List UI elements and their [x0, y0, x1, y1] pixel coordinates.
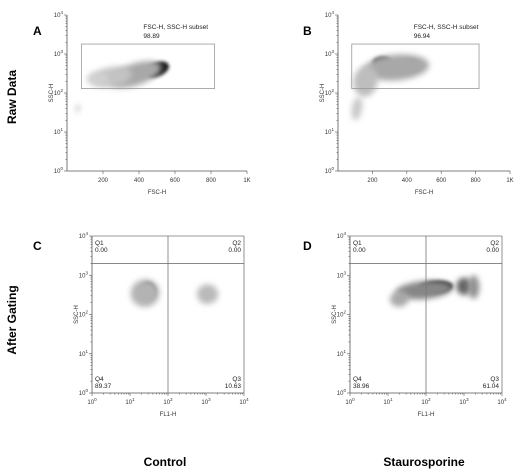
gate-rectangle	[81, 43, 215, 89]
y-axis-title: SSC-H	[332, 305, 338, 324]
gate-label: FSC-H, SSC-H subset	[414, 24, 479, 31]
x-tick-label: 1K	[243, 178, 250, 184]
quadrant-percentage: 38.96	[353, 383, 370, 390]
density-blob-4	[75, 104, 81, 113]
quadrant-percentage: 89.37	[95, 383, 112, 390]
quadrant-name: Q3	[490, 376, 499, 383]
density-blob-2	[363, 54, 430, 81]
quadrant-percentage: 61.04	[483, 383, 500, 390]
density-blob-4	[468, 275, 480, 299]
y-tick-label: 100	[79, 388, 89, 397]
x-tick-label: 104	[239, 397, 249, 406]
x-axis-title: FSC-H	[148, 190, 166, 196]
quadrant-percentage: 0.00	[353, 247, 366, 254]
y-tick-label: 104	[325, 10, 335, 19]
x-tick-label: 102	[163, 397, 173, 406]
y-tick-label: 104	[79, 231, 89, 240]
row-label-after-gating: After Gating	[5, 285, 19, 354]
quadrant-name: Q1	[95, 240, 104, 247]
density-blob-1	[395, 280, 453, 300]
quadrant-percentage: 10.63	[225, 383, 242, 390]
density-blob-3	[389, 290, 409, 307]
panel-letter: C	[33, 239, 42, 253]
column-label-staurosporine: Staurosporine	[383, 455, 465, 469]
panel-letter: A	[33, 24, 42, 38]
y-axis-title: SSC-H	[320, 84, 326, 103]
density-blob-3	[353, 65, 378, 97]
x-axis-title: FL1-H	[160, 412, 177, 418]
y-tick-label: 101	[337, 349, 347, 358]
density-plot	[75, 61, 169, 113]
panel-letter: D	[303, 239, 312, 253]
quadrant-name: Q4	[353, 376, 362, 383]
quadrant-name: Q2	[490, 240, 499, 247]
gate-percentage: 96.94	[414, 33, 431, 40]
x-axis-title: FL1-H	[418, 412, 435, 418]
quadrant-percentage: 0.00	[486, 247, 499, 254]
x-tick-label: 101	[125, 397, 135, 406]
x-tick-label: 400	[134, 178, 145, 184]
panel-a: 100 101 102 103 104 200 400 600 800 1K FSC-H SSC-H A…	[33, 10, 251, 196]
panel-b: 100 101 102 103 104 200 400 600 800 1K FSC-H SSC-H B…	[303, 10, 514, 196]
x-axis-title: FSC-H	[415, 190, 433, 196]
y-axis-title: SSC-H	[49, 84, 55, 103]
density-blob-4	[351, 96, 363, 121]
y-tick-label: 102	[79, 310, 89, 319]
x-tick-label: 600	[436, 178, 447, 184]
panel-d: 100 101 102 103 104 100 101 102 103 104 FL1-H SSC-H…	[303, 231, 507, 418]
y-tick-label: 101	[79, 349, 89, 358]
density-plot	[130, 279, 219, 307]
x-tick-label: 104	[497, 397, 507, 406]
y-tick-label: 102	[325, 88, 335, 97]
x-tick-label: 1K	[506, 178, 513, 184]
x-tick-label: 600	[170, 178, 181, 184]
y-tick-label: 102	[337, 310, 347, 319]
density-blob-1	[130, 279, 160, 307]
quadrant-name: Q3	[232, 376, 241, 383]
gate-label: FSC-H, SSC-H subset	[143, 24, 208, 31]
x-tick-label: 103	[459, 397, 469, 406]
density-blob-2	[196, 284, 219, 304]
quadrant-percentage: 0.00	[228, 247, 241, 254]
column-label-control: Control	[144, 455, 187, 469]
x-tick-label: 800	[471, 178, 482, 184]
y-tick-label: 104	[337, 231, 347, 240]
y-tick-label: 102	[54, 88, 64, 97]
quadrant-name: Q2	[232, 240, 241, 247]
panel-letter: B	[303, 24, 312, 38]
density-plot	[389, 275, 480, 307]
gate-percentage: 98.89	[143, 33, 160, 40]
x-tick-label: 400	[402, 178, 413, 184]
x-tick-label: 103	[201, 397, 211, 406]
x-tick-label: 200	[367, 178, 378, 184]
x-tick-label: 100	[87, 397, 97, 406]
row-label-raw-data: Raw Data	[5, 70, 19, 124]
panel-c: 100 101 102 103 104 100 101 102 103 104 FL1-H SSC-H…	[33, 231, 249, 418]
density-blob-2	[456, 277, 472, 296]
x-tick-label: 200	[98, 178, 109, 184]
y-tick-label: 101	[325, 127, 335, 136]
y-tick-label: 103	[54, 49, 64, 58]
quadrant-name: Q4	[95, 376, 104, 383]
y-tick-label: 103	[325, 49, 335, 58]
density-blob-3	[86, 71, 109, 86]
y-tick-label: 100	[54, 166, 64, 175]
y-tick-label: 100	[325, 166, 335, 175]
y-tick-label: 103	[337, 270, 347, 279]
quadrant-name: Q1	[353, 240, 362, 247]
x-tick-label: 102	[421, 397, 431, 406]
quadrant-percentage: 0.00	[95, 247, 108, 254]
y-tick-label: 103	[79, 270, 89, 279]
y-axis-title: SSC-H	[74, 305, 80, 324]
density-plot	[351, 54, 430, 121]
x-tick-label: 800	[206, 178, 217, 184]
x-tick-label: 100	[345, 397, 355, 406]
gate-rectangle	[351, 43, 480, 89]
x-tick-label: 101	[383, 397, 393, 406]
y-tick-label: 100	[337, 388, 347, 397]
y-tick-label: 104	[54, 10, 64, 19]
y-tick-label: 101	[54, 127, 64, 136]
